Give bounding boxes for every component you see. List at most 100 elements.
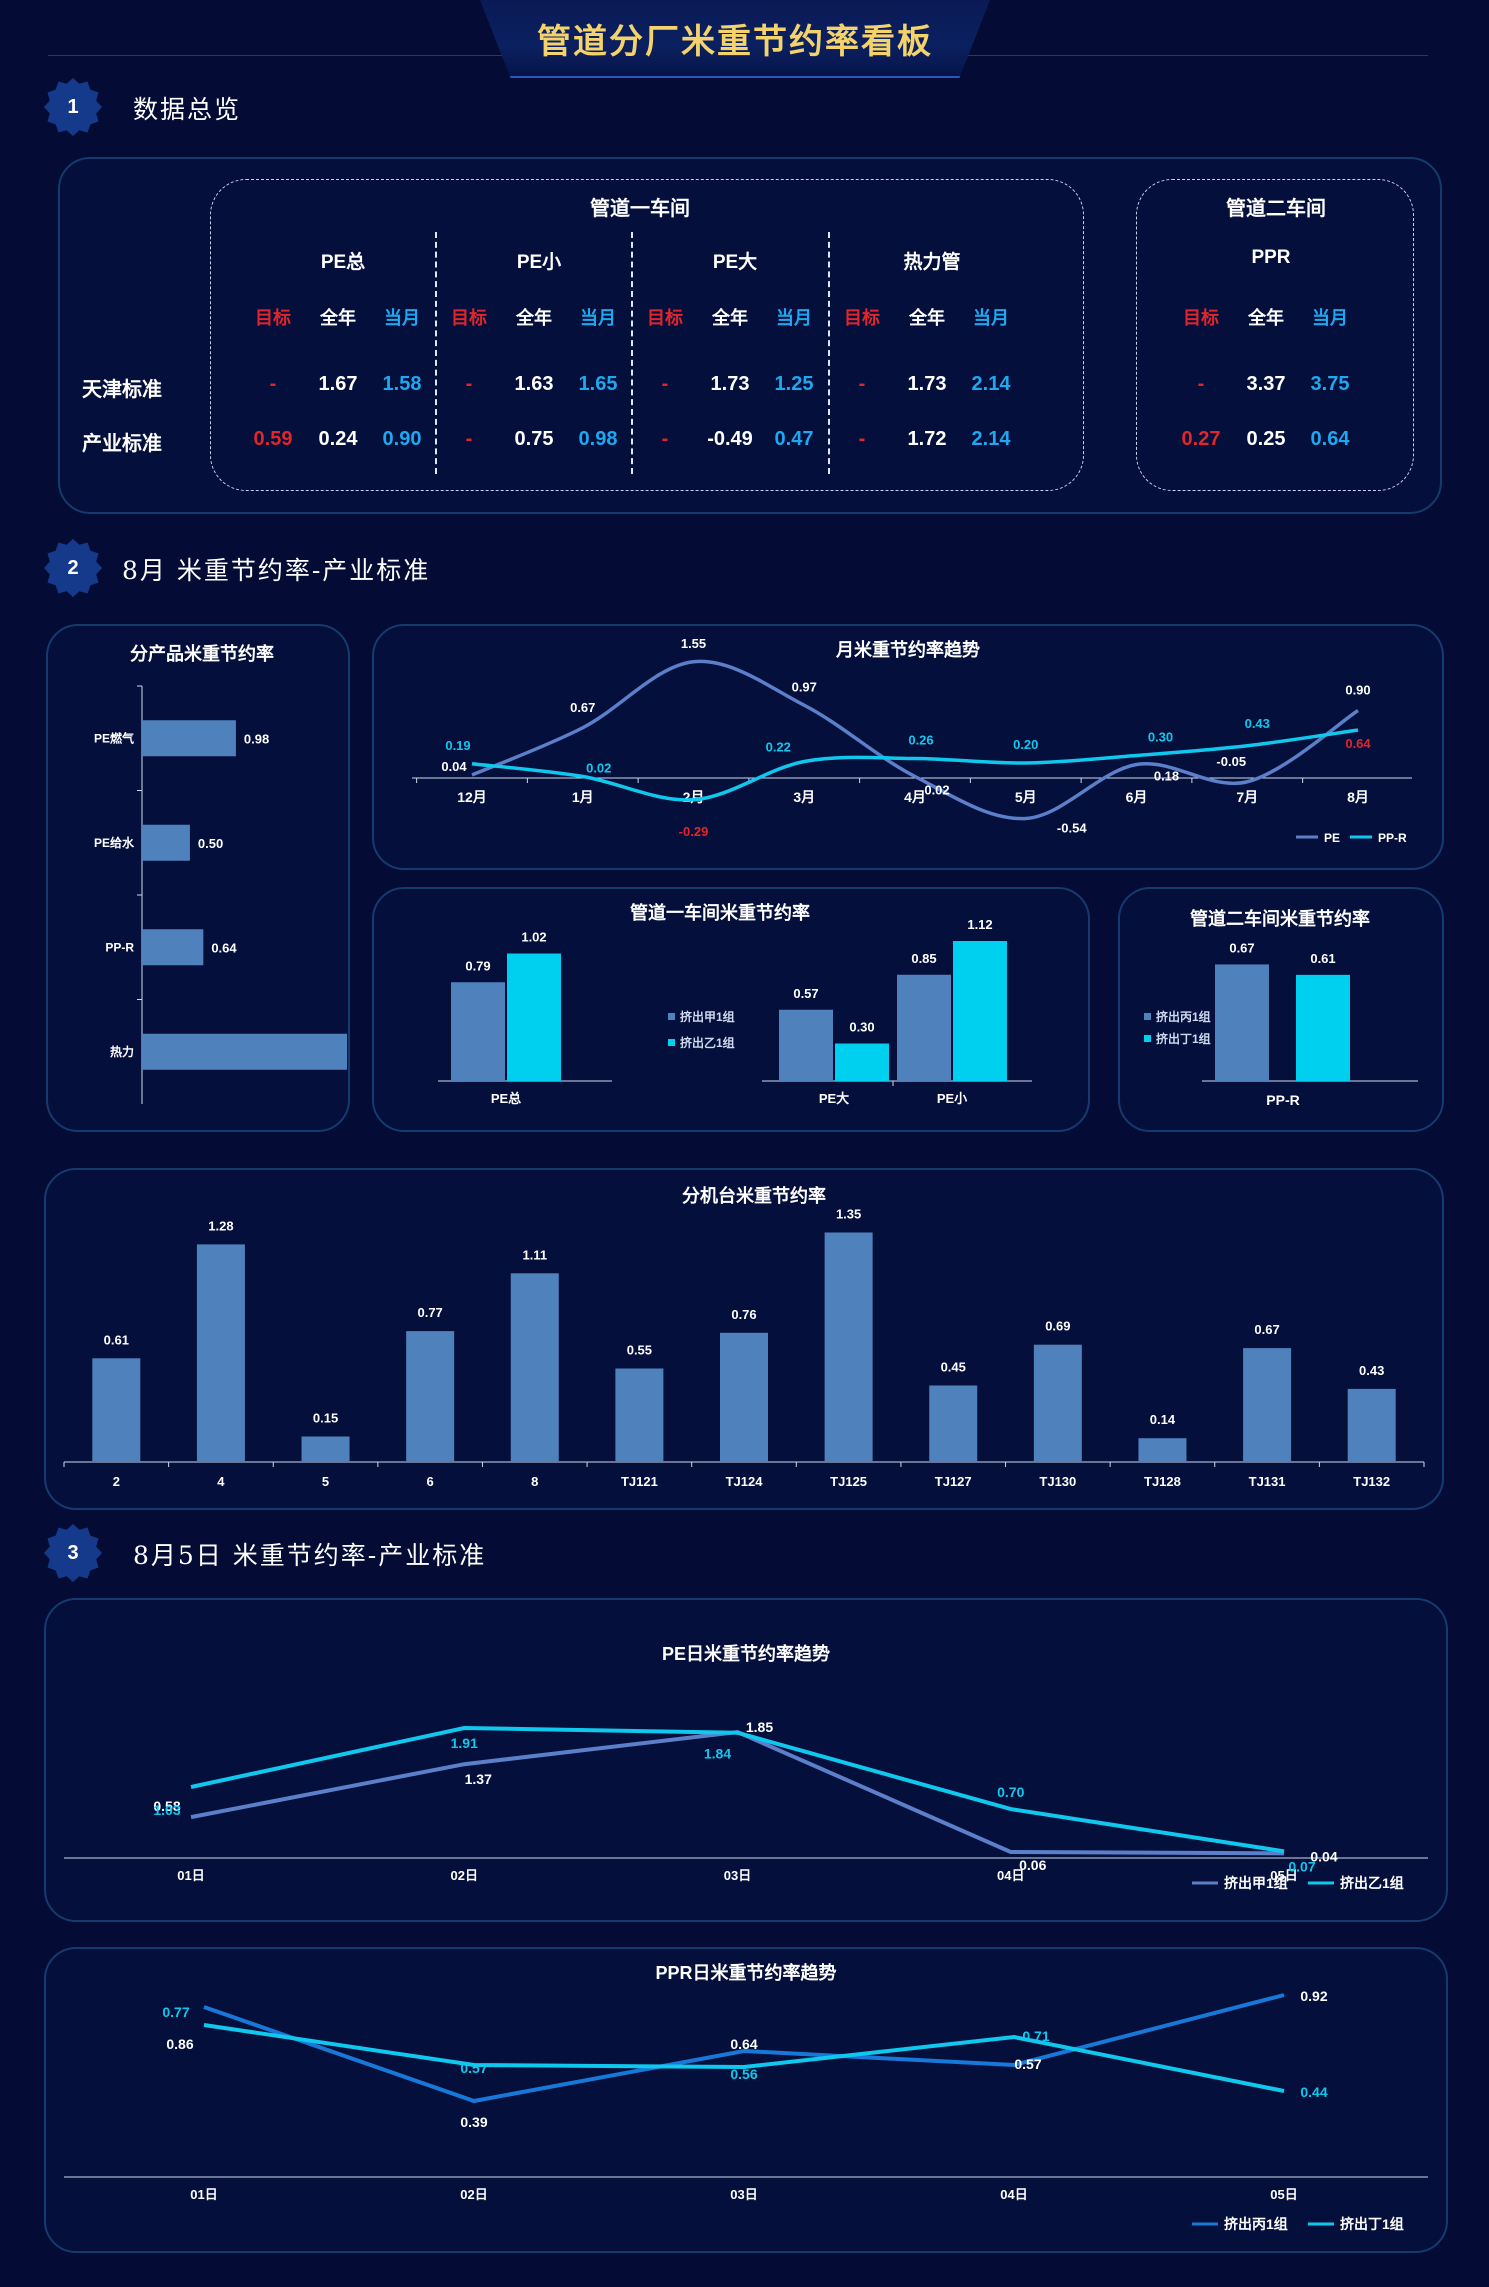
overview-value: 0.64 <box>1310 428 1350 450</box>
chart-title: 分产品米重节约率 <box>130 643 274 664</box>
data-label: 4月 <box>904 789 926 805</box>
overview-value: - <box>661 373 669 395</box>
column-header: 当月 <box>384 308 420 328</box>
overview-value: 0.59 <box>253 428 293 450</box>
overview-value: 0.98 <box>578 428 618 450</box>
group-header: PPR <box>1251 247 1291 268</box>
data-label: 1.28 <box>208 1218 233 1233</box>
overview-value: - <box>661 428 669 450</box>
series-line-PP-R <box>471 728 1359 802</box>
ppr-daily-chart: PPR日米重节约率趋势 01日 02日 03日 04日 05日 0.86 0.39 0.64 0.… <box>64 1962 1428 2232</box>
section-title-2: 8月 米重节约率-产业标准 <box>122 556 431 585</box>
chart-title: PPR日米重节约率趋势 <box>655 1962 836 1983</box>
bar <box>953 941 1007 1081</box>
legend-swatch <box>1144 1035 1151 1042</box>
overview-value: 1.73 <box>907 373 947 395</box>
ppr-daily-panel <box>44 1947 1448 2253</box>
data-label: 0.19 <box>445 738 470 753</box>
data-label: 0.14 <box>1150 1412 1176 1427</box>
data-label: 1.37 <box>465 1771 492 1787</box>
data-label: 03日 <box>724 1868 751 1883</box>
group-header: PE总 <box>320 252 366 273</box>
data-label: 0.20 <box>1013 737 1038 752</box>
data-label: -0.05 <box>1216 754 1246 769</box>
pe-daily-chart: PE日米重节约率趋势 01日 02日 03日 04日 05日 0.58 1.37 1.85 0.0… <box>64 1643 1428 1891</box>
data-label: 0.92 <box>1300 1988 1327 2004</box>
bar <box>1243 1348 1292 1462</box>
data-label: 0.43 <box>1359 1363 1384 1378</box>
bar <box>142 929 204 966</box>
data-label: 0.77 <box>162 2004 189 2020</box>
data-label: 0.76 <box>731 1307 756 1322</box>
series-line-PE <box>471 659 1359 821</box>
data-label: PE大 <box>819 1091 849 1106</box>
data-label: 1月 <box>572 789 594 805</box>
bar <box>897 974 951 1081</box>
overview-value: - <box>858 373 866 395</box>
data-label: 0.39 <box>460 2114 487 2130</box>
data-label: 0.61 <box>104 1332 129 1347</box>
data-label: 8 <box>531 1474 538 1489</box>
data-label: 04日 <box>997 1868 1024 1883</box>
column-header: 全年 <box>909 308 945 328</box>
workshop2-panel <box>1118 887 1444 1132</box>
pe-daily-panel <box>44 1598 1448 1922</box>
bar <box>507 953 561 1081</box>
data-label: 0.18 <box>1154 769 1179 784</box>
divider <box>828 232 830 474</box>
data-label: 0.64 <box>1345 736 1371 751</box>
data-label: 0.04 <box>1310 1848 1337 1864</box>
data-label: TJ121 <box>621 1474 658 1489</box>
overview-value: 3.75 <box>1310 373 1350 395</box>
data-label: 0.02 <box>924 783 949 798</box>
page-title: 管道分厂米重节约率看板 <box>537 23 933 61</box>
bar <box>142 824 190 861</box>
section-badge-1: 1 <box>44 78 102 136</box>
data-label: 01日 <box>177 1868 204 1883</box>
overview-value: 0.75 <box>514 428 554 450</box>
data-label: TJ125 <box>830 1474 867 1489</box>
overview-value: 1.73 <box>710 373 750 395</box>
data-label: 0.04 <box>441 759 467 774</box>
overview-value: 1.58 <box>382 373 422 395</box>
bar <box>510 1273 559 1462</box>
data-label: 挤出乙1组 <box>1340 1875 1404 1891</box>
bar <box>301 1436 350 1462</box>
bar <box>1296 974 1350 1081</box>
data-label: 0.67 <box>1254 1322 1279 1337</box>
data-label: 3月 <box>793 789 815 805</box>
column-header: 全年 <box>516 308 552 328</box>
data-label: 0.85 <box>911 951 936 966</box>
data-label: TJ124 <box>726 1474 764 1489</box>
data-label: 0.06 <box>1019 1857 1046 1873</box>
divider <box>435 232 437 474</box>
data-label: 0.57 <box>1014 2056 1041 2072</box>
overview-value: 0.27 <box>1181 428 1221 450</box>
data-label: 1.84 <box>704 1746 731 1762</box>
bar <box>142 720 236 757</box>
data-label: 0.30 <box>1148 730 1173 745</box>
bar <box>1347 1388 1396 1462</box>
data-label: PP-R <box>1378 831 1407 845</box>
data-label: 0.58 <box>153 1798 180 1814</box>
data-label: 0.26 <box>908 733 933 748</box>
data-label: 02日 <box>460 2187 487 2202</box>
overview-value: - <box>858 428 866 450</box>
monthly-trend-panel <box>372 624 1444 870</box>
workshop1-box <box>210 179 1084 491</box>
row-label-tianjin: 天津标准 <box>82 379 162 401</box>
overview-value: - <box>465 428 473 450</box>
overview-value: 0.90 <box>382 428 422 450</box>
data-label: PP-R <box>105 940 134 954</box>
column-header: 目标 <box>1183 308 1219 328</box>
column-header: 目标 <box>647 308 683 328</box>
data-label: TJ132 <box>1353 1474 1390 1489</box>
legend-swatch <box>668 1013 675 1020</box>
section-number: 2 <box>67 556 79 579</box>
data-label: 0.22 <box>766 740 791 755</box>
bar <box>92 1358 141 1462</box>
data-label: 0.50 <box>198 836 223 851</box>
bar <box>779 1009 833 1081</box>
data-label: 1.91 <box>451 1735 478 1751</box>
